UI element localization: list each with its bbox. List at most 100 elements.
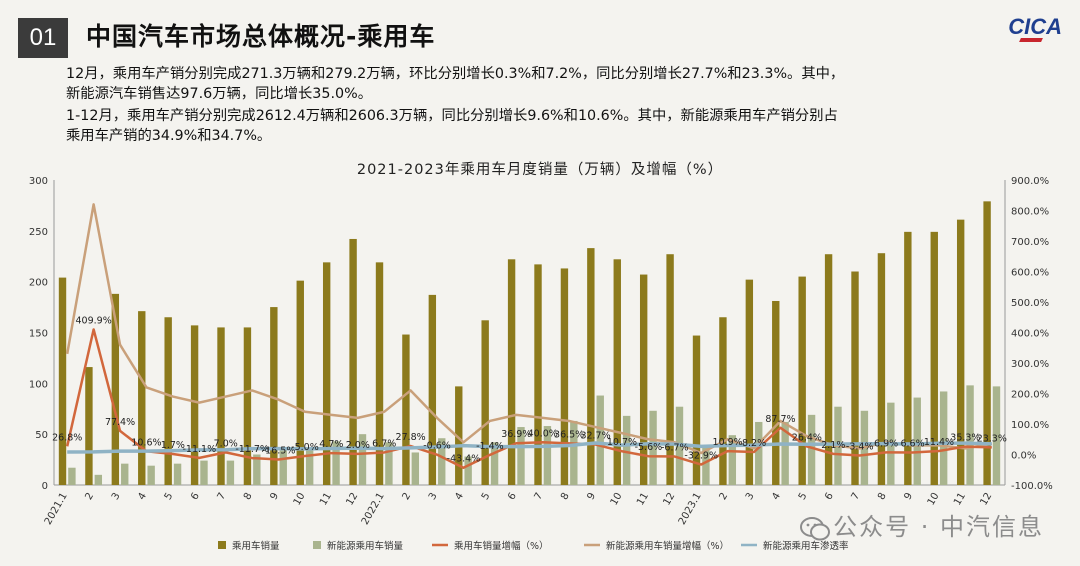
nev-sales-bar <box>226 460 235 485</box>
nev-sales-bar <box>147 465 155 485</box>
sales-bar <box>824 254 833 485</box>
x-tick-label: 11 <box>318 491 334 508</box>
sales-bar <box>798 276 806 485</box>
y-left-tick-label: 250 <box>29 227 48 238</box>
sales-growth-data-label: -32.9% <box>684 451 718 462</box>
y-right-tick-label: 700.0% <box>1011 237 1049 248</box>
y-left-tick-label: 300 <box>29 176 48 187</box>
y-left-tick-label: 100 <box>29 379 48 390</box>
nev-sales-bar <box>570 420 578 485</box>
x-tick-label: 6 <box>823 491 836 502</box>
x-tick-label: 7 <box>850 491 863 502</box>
x-tick-label: 12 <box>661 491 677 508</box>
sales-growth-data-label: 10.9% <box>713 437 743 448</box>
sales-growth-data-label: 40.0% <box>528 428 558 439</box>
nev-sales-bar <box>596 395 604 485</box>
cica-logo: CICA <box>1008 8 1072 42</box>
nev-sales-bar <box>939 391 948 485</box>
x-tick-label: 7 <box>216 491 229 502</box>
sales-growth-data-label: 6.7% <box>372 438 396 449</box>
penetration-line <box>67 441 992 454</box>
y-left-tick-label: 50 <box>35 430 48 441</box>
x-tick-label: 3 <box>110 491 123 502</box>
sales-growth-data-label: 7.0% <box>214 438 238 449</box>
x-tick-label: 8 <box>559 491 572 502</box>
sales-growth-data-label: 87.7% <box>765 414 795 425</box>
sales-growth-data-label: 36.9% <box>501 429 531 440</box>
x-tick-label: 3 <box>427 491 440 502</box>
y-left-tick-label: 150 <box>29 329 48 340</box>
sales-bar <box>904 231 912 485</box>
x-tick-label: 10 <box>292 491 308 508</box>
y-right-tick-label: 500.0% <box>1011 298 1049 309</box>
y-right-tick-label: 0.0% <box>1011 451 1036 462</box>
sales-growth-data-label: 2.0% <box>346 440 370 451</box>
sales-bar <box>402 334 410 485</box>
y-right-tick-label: -100.0% <box>1011 481 1053 492</box>
summary-paragraph-1: 12月，乘用车产销分别完成271.3万辆和279.2万辆，环比分别增长0.3%和… <box>66 64 844 104</box>
watermark-text: 公众号 · 中汽信息 <box>833 513 1044 541</box>
x-tick-label: 5 <box>480 491 493 502</box>
sales-growth-data-label: -11.1% <box>182 444 216 455</box>
sales-growth-data-label: -16.5% <box>262 446 296 457</box>
sales-growth-data-label: -6.7% <box>661 443 689 454</box>
sales-bar <box>322 262 331 485</box>
sales-bar <box>217 327 225 485</box>
x-tick-label: 11 <box>635 491 651 508</box>
sales-bar <box>613 259 621 485</box>
nev-sales-bar <box>438 438 446 485</box>
nev-sales-bar <box>253 454 261 485</box>
y-right-tick-label: 100.0% <box>1011 420 1049 431</box>
wechat-icon <box>800 517 830 541</box>
x-tick-label: 9 <box>902 491 915 502</box>
x-tick-label: 5 <box>163 491 176 502</box>
sales-growth-data-label: 77.4% <box>105 417 135 428</box>
sales-growth-data-label: -5.0% <box>291 442 319 453</box>
sales-growth-data-label: -0.6% <box>423 441 451 452</box>
sales-bar <box>296 280 304 485</box>
nev-sales-bar <box>68 467 76 485</box>
sales-bar <box>164 317 172 485</box>
nev-sales-bar <box>543 426 552 485</box>
nev-sales-bar <box>121 463 129 485</box>
sales-growth-data-label: 10.6% <box>131 437 161 448</box>
sales-growth-data-label: -11.7% <box>235 444 269 455</box>
sales-bar <box>719 317 727 485</box>
sales-growth-data-label: 26.8% <box>52 432 82 443</box>
y-right-tick-label: 300.0% <box>1011 359 1049 370</box>
nev-sales-bar <box>464 456 472 485</box>
legend-label: 新能源乘用车销量增幅（%） <box>606 540 729 552</box>
y-left-tick-label: 0 <box>42 481 48 492</box>
sales-bar <box>983 201 991 485</box>
y-right-tick-label: 900.0% <box>1011 176 1049 187</box>
legend-label: 乘用车销量增幅（%） <box>454 540 549 552</box>
x-tick-label: 2 <box>718 491 731 502</box>
sales-growth-data-label: -43.4% <box>447 454 481 465</box>
y-right-tick-label: 400.0% <box>1011 329 1049 340</box>
nev-sales-bar <box>517 427 525 485</box>
sales-bar <box>58 277 67 485</box>
nev-sales-bar <box>358 434 367 485</box>
sales-growth-data-label: 27.8% <box>396 432 426 443</box>
sales-bar <box>772 300 780 485</box>
sales-bar <box>692 335 701 485</box>
x-tick-label: 10 <box>609 491 625 508</box>
sales-growth-data-label: -3.4% <box>846 442 874 453</box>
nev-sales-bar <box>490 442 499 485</box>
nev-sales-bar <box>807 414 816 485</box>
summary-line: 乘用车产销的34.9%和34.7%。 <box>66 128 272 144</box>
x-tick-label: 4 <box>453 491 466 502</box>
y-left-tick-label: 200 <box>29 278 48 289</box>
sales-bar <box>745 279 754 485</box>
sales-bar <box>428 294 437 485</box>
x-tick-label: 8 <box>876 491 889 502</box>
sales-bar <box>270 307 278 485</box>
x-tick-label: 9 <box>585 491 598 502</box>
sales-bar <box>930 231 938 485</box>
summary-line: 12月，乘用车产销分别完成271.3万辆和279.2万辆，环比分别增长0.3%和… <box>66 66 845 82</box>
sales-bar <box>639 274 648 485</box>
sales-bar <box>560 268 569 485</box>
sales-bar <box>190 325 199 485</box>
nev-sales-bar <box>200 460 208 485</box>
x-tick-label: 2021.1 <box>43 491 70 527</box>
